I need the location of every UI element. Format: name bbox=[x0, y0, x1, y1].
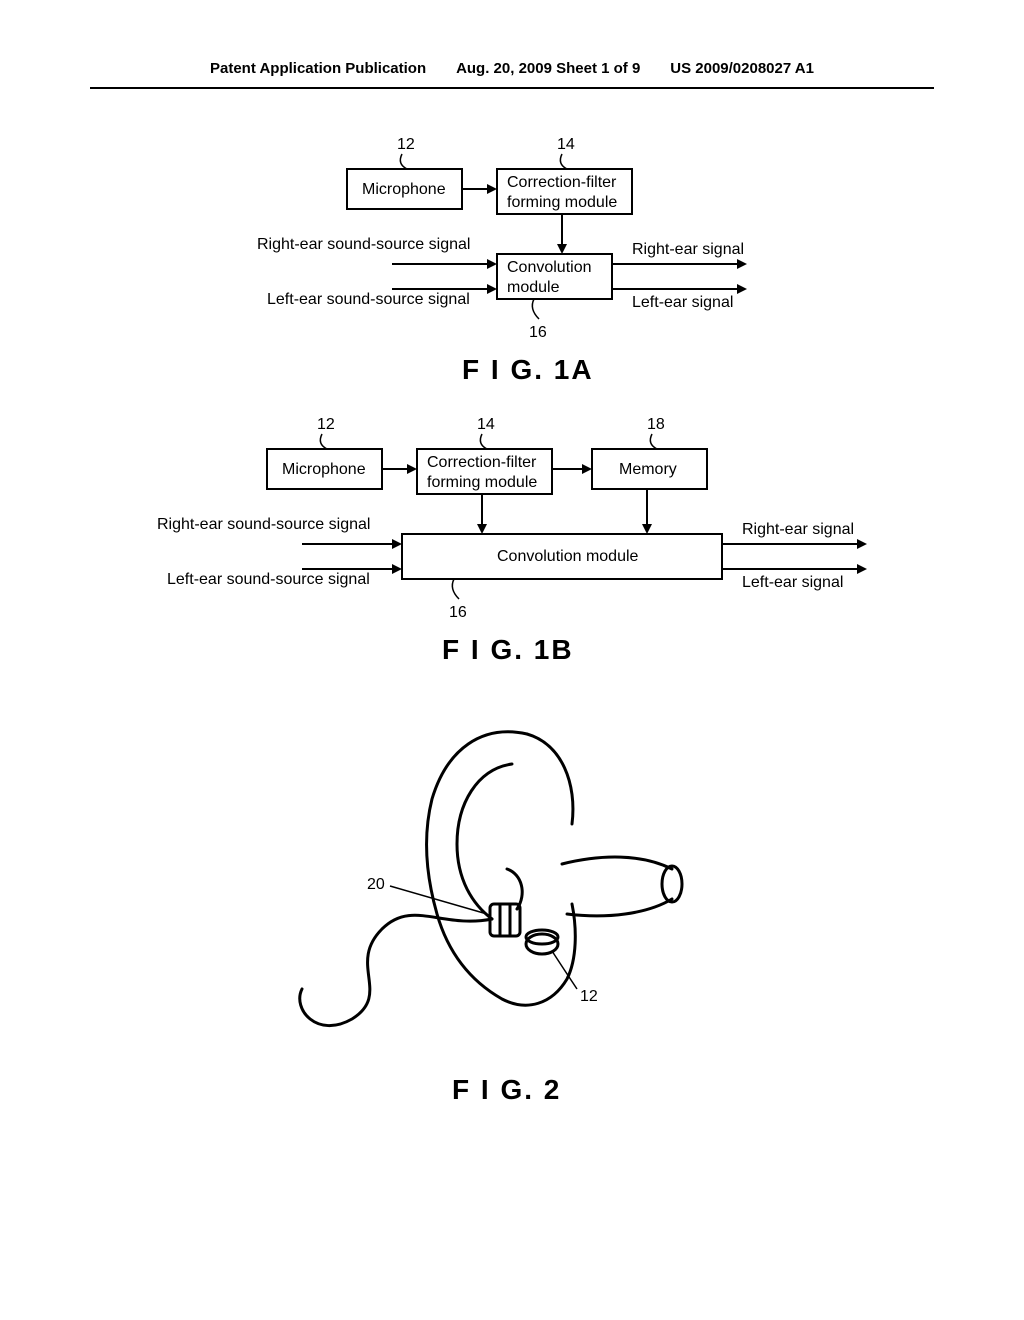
header-right: US 2009/0208027 A1 bbox=[670, 60, 814, 77]
memory-label: Memory bbox=[619, 461, 677, 478]
arrow-head bbox=[857, 564, 867, 574]
correction-label-1: Correction-filter bbox=[507, 174, 617, 191]
ref-curve bbox=[452, 579, 459, 599]
ref-14: 14 bbox=[557, 136, 575, 153]
correction-label-1: Correction-filter bbox=[427, 454, 537, 471]
figure-1b: 12 14 18 Microphone Correction-filter fo… bbox=[102, 409, 922, 689]
convolution-label: Convolution module bbox=[497, 548, 639, 565]
figure-2: 20 12 F I G. 2 bbox=[212, 689, 812, 1119]
ref-curve bbox=[560, 154, 567, 169]
convolution-label-2: module bbox=[507, 279, 560, 296]
arrow-head bbox=[477, 524, 487, 534]
ref-curve bbox=[320, 434, 327, 449]
fig-1a-label: F I G. 1A bbox=[462, 354, 594, 385]
ref-curve bbox=[480, 434, 487, 449]
convolution-label-1: Convolution bbox=[507, 259, 592, 276]
left-signal-label: Left-ear signal bbox=[632, 294, 733, 311]
right-signal-label: Right-ear signal bbox=[632, 241, 744, 258]
correction-label-2: forming module bbox=[427, 474, 537, 491]
ref-12: 12 bbox=[397, 136, 415, 153]
ref-16: 16 bbox=[449, 604, 467, 621]
arrow-head bbox=[557, 244, 567, 254]
ref-curve bbox=[400, 154, 407, 169]
arrow-head bbox=[857, 539, 867, 549]
left-signal-label: Left-ear signal bbox=[742, 574, 843, 591]
ear-outer bbox=[427, 732, 576, 1005]
content-area: 12 14 Microphone Correction-filter formi… bbox=[0, 89, 1024, 1119]
ear-canal-end bbox=[662, 866, 682, 902]
ear-canal-top bbox=[562, 857, 672, 869]
arrow-head bbox=[582, 464, 592, 474]
fig-2-label: F I G. 2 bbox=[452, 1074, 561, 1105]
arrow-head bbox=[487, 259, 497, 269]
ref-18: 18 bbox=[647, 416, 665, 433]
arrow-head bbox=[737, 284, 747, 294]
arrow-head bbox=[642, 524, 652, 534]
ref-14: 14 bbox=[477, 416, 495, 433]
ref-12: 12 bbox=[317, 416, 335, 433]
figure-1a: 12 14 Microphone Correction-filter formi… bbox=[162, 129, 862, 409]
earphone-body bbox=[490, 904, 520, 936]
microphone-label: Microphone bbox=[282, 461, 366, 478]
ear-helix bbox=[527, 734, 573, 824]
fig-1b-label: F I G. 1B bbox=[442, 634, 574, 665]
right-source-label: Right-ear sound-source signal bbox=[157, 516, 370, 533]
patent-header: Patent Application Publication Aug. 20, … bbox=[90, 0, 934, 89]
ear-canal-bottom bbox=[567, 899, 672, 916]
right-signal-label: Right-ear signal bbox=[742, 521, 854, 538]
ref-16: 16 bbox=[529, 324, 547, 341]
arrow-head bbox=[487, 184, 497, 194]
ref-curve bbox=[532, 299, 539, 319]
arrow-head bbox=[392, 539, 402, 549]
arrow-head bbox=[392, 564, 402, 574]
correction-label-2: forming module bbox=[507, 194, 617, 211]
earphone-wire bbox=[300, 915, 492, 1025]
ref-20: 20 bbox=[367, 876, 385, 893]
arrow-head bbox=[407, 464, 417, 474]
arrow-head bbox=[487, 284, 497, 294]
header-center: Aug. 20, 2009 Sheet 1 of 9 bbox=[456, 60, 640, 77]
header-left: Patent Application Publication bbox=[210, 60, 426, 77]
arrow-head bbox=[737, 259, 747, 269]
left-source-label: Left-ear sound-source signal bbox=[167, 571, 370, 588]
right-source-label: Right-ear sound-source signal bbox=[257, 236, 470, 253]
ear-antihelix bbox=[457, 764, 512, 919]
ref-12: 12 bbox=[580, 988, 598, 1005]
left-source-label: Left-ear sound-source signal bbox=[267, 291, 470, 308]
ref-curve bbox=[650, 434, 657, 449]
microphone-label: Microphone bbox=[362, 181, 446, 198]
